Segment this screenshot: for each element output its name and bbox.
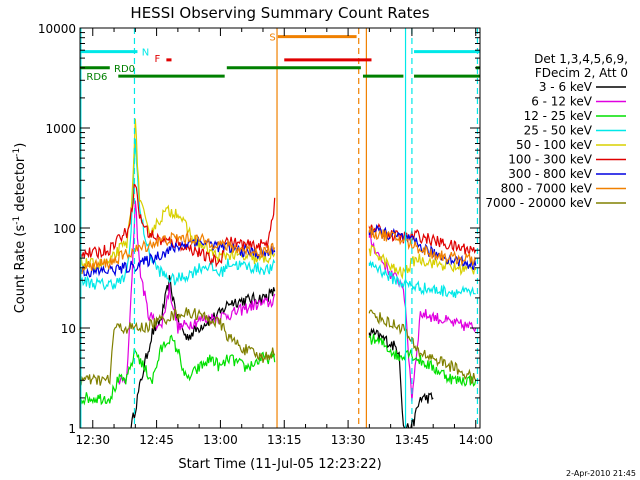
series-line-2 <box>80 333 477 406</box>
footer-date: 2-Apr-2010 21:45 <box>566 469 636 478</box>
x-tick-label-3: 13:15 <box>267 433 302 447</box>
y-tick-label-3: 1000 <box>45 122 76 136</box>
y-axis: 1 10 100 1000 10000 <box>38 22 480 436</box>
series-line-0 <box>130 275 434 428</box>
legend-header-1: Det 1,3,4,5,6,9, <box>534 52 628 66</box>
series-line-7 <box>80 226 477 275</box>
y-tick-label-4: 10000 <box>38 22 76 36</box>
x-tick-label-0: 12:30 <box>75 433 110 447</box>
legend-entry-label-3: 25 - 50 keV <box>524 124 593 138</box>
flag-label-3: RD0 <box>114 64 135 75</box>
series-line-8 <box>80 307 477 386</box>
flag-label-2: F <box>154 54 160 65</box>
vline-layer <box>80 28 479 428</box>
y-label-part-3: ) <box>13 143 28 148</box>
y-label-part-1: Count Rate (s <box>13 225 28 314</box>
legend-entry-label-6: 300 - 800 keV <box>508 167 592 181</box>
y-label-part-2: detector <box>13 156 28 216</box>
chart-title: HESSI Observing Summary Count Rates <box>130 4 429 22</box>
flag-label-0: N <box>142 48 149 59</box>
legend-entry-label-4: 50 - 100 keV <box>516 138 593 152</box>
series-layer <box>80 118 477 428</box>
y-label-sup-2: -1 <box>12 148 22 157</box>
legend-entry-label-2: 12 - 25 keV <box>524 109 593 123</box>
legend-entry-label-7: 800 - 7000 keV <box>501 182 593 196</box>
x-axis-label: Start Time (11-Jul-05 12:23:22) <box>178 457 381 472</box>
flag-label-1: S <box>269 33 275 44</box>
y-tick-label-2: 100 <box>53 222 76 236</box>
x-tick-label-4: 13:30 <box>331 433 366 447</box>
legend-entry-label-8: 7000 - 20000 keV <box>485 196 592 210</box>
x-tick-label-2: 13:00 <box>203 433 238 447</box>
series-line-1 <box>117 200 477 402</box>
y-tick-label-1: 10 <box>61 322 76 336</box>
legend-entry-label-0: 3 - 6 keV <box>539 80 593 94</box>
legend-entry-label-5: 100 - 300 keV <box>508 153 592 167</box>
plot-frame <box>79 27 481 429</box>
legend: Det 1,3,4,5,6,9, FDecim 2, Att 0 3 - 6 k… <box>485 52 628 210</box>
legend-entry-label-1: 6 - 12 keV <box>531 95 593 109</box>
x-tick-label-6: 14:00 <box>458 433 493 447</box>
x-tick-label-5: 13:45 <box>395 433 430 447</box>
legend-header-2: FDecim 2, Att 0 <box>535 66 628 80</box>
flag-bars-layer: N S F RD0 RD6 <box>80 33 480 83</box>
y-axis-label: Count Rate (s-1 detector-1) <box>12 143 28 314</box>
y-label-sup-1: -1 <box>12 216 22 225</box>
y-tick-label-0: 1 <box>68 422 76 436</box>
x-tick-label-1: 12:45 <box>139 433 174 447</box>
series-line-3 <box>80 138 476 298</box>
x-axis: 12:30 12:45 13:00 13:15 13:30 13:45 14:00 <box>75 28 493 447</box>
flag-label-4: RD6 <box>86 72 107 83</box>
